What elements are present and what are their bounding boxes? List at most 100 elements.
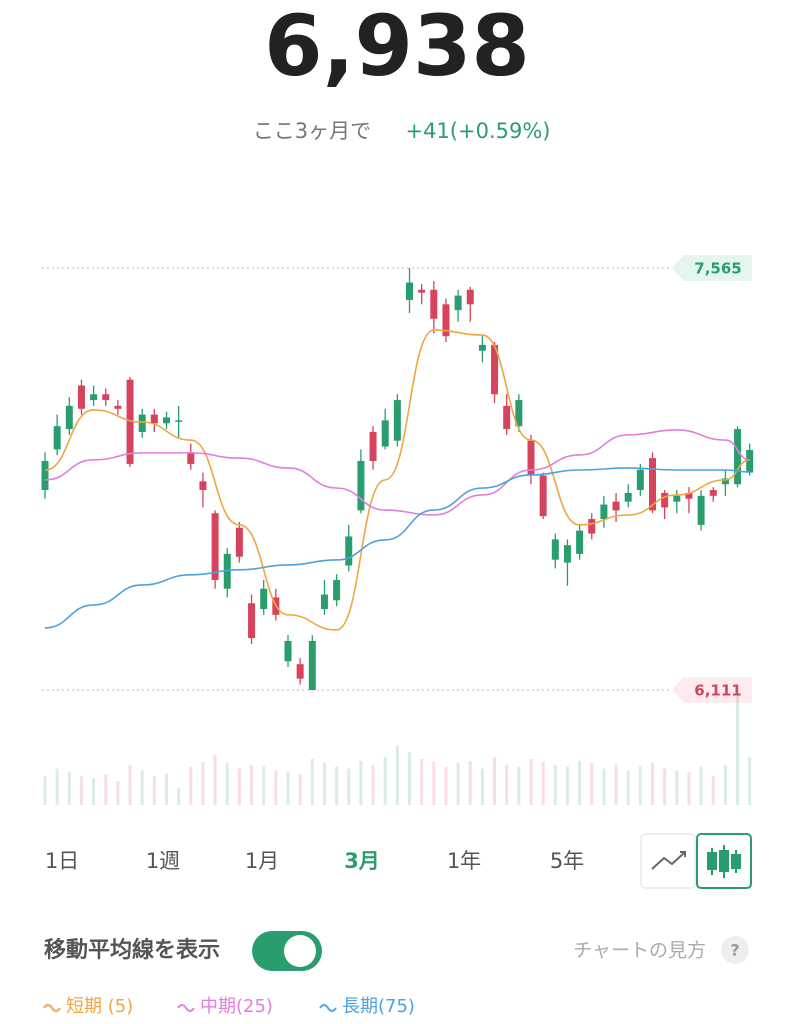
- volume-bar: [298, 774, 302, 805]
- volume-bar: [748, 757, 752, 805]
- legend: 短期 (5) 中期(25) 長期(75): [43, 996, 415, 1017]
- volume-bar: [444, 766, 448, 805]
- candle-body: [551, 539, 559, 560]
- volume-bar: [565, 766, 569, 805]
- candle-body: [296, 664, 304, 679]
- volume-bar: [468, 760, 472, 805]
- volume-bar: [456, 762, 460, 805]
- volume-bar: [711, 776, 715, 805]
- help-icon-bg[interactable]: [721, 936, 749, 964]
- volume-bar: [55, 768, 59, 805]
- help-icon: ?: [730, 941, 739, 960]
- candle-body: [248, 603, 256, 639]
- candle-body: [491, 344, 499, 395]
- candle-body: [102, 394, 110, 401]
- candle-body: [697, 495, 705, 525]
- volume-bar: [383, 757, 387, 805]
- candle-body: [661, 492, 669, 508]
- candle-body: [90, 394, 98, 401]
- volume-bar: [347, 768, 351, 805]
- volume-bar: [590, 762, 594, 805]
- candle-body: [320, 594, 328, 610]
- volume-bar: [310, 759, 314, 805]
- volume-bar: [335, 766, 339, 805]
- price-label: 7,565: [694, 260, 741, 278]
- candle-body: [563, 545, 571, 563]
- toggle-knob: [284, 935, 316, 967]
- volume-bar: [529, 759, 533, 805]
- help-label[interactable]: チャートの見方: [573, 940, 706, 962]
- candle-body: [65, 405, 73, 430]
- volume-bar: [505, 764, 509, 805]
- volume-bar: [493, 757, 497, 805]
- volume-bar: [578, 760, 582, 805]
- legend-label: 中期(25): [200, 996, 273, 1017]
- volume-bar: [359, 760, 363, 805]
- legend-label: 短期 (5): [66, 996, 133, 1017]
- candle-body: [721, 478, 729, 485]
- volume-bar: [638, 766, 642, 805]
- moving-average: [44, 429, 750, 516]
- line-icon: [651, 851, 686, 870]
- volume-bar: [614, 764, 618, 805]
- change: +41(+0.59%): [405, 119, 550, 143]
- candle-body: [187, 452, 195, 464]
- volume-bar: [541, 761, 545, 805]
- candle-body: [163, 417, 170, 424]
- volume-bar: [250, 764, 254, 805]
- volume-bar: [553, 764, 557, 805]
- candle-body: [527, 440, 535, 476]
- candle-body: [636, 469, 644, 491]
- volume-bar: [67, 771, 71, 805]
- candle-body: [503, 405, 511, 430]
- candle-body: [576, 530, 584, 554]
- volume-bar: [116, 781, 120, 805]
- candle-body: [612, 501, 620, 511]
- period-tab[interactable]: 1月: [245, 849, 279, 873]
- volume-bar: [213, 755, 217, 805]
- volume-bar: [274, 770, 278, 805]
- period-tab[interactable]: 1週: [146, 849, 180, 873]
- period-tab[interactable]: 1日: [45, 849, 79, 873]
- candle-body: [357, 461, 365, 511]
- candle-body: [442, 304, 450, 337]
- candle-body: [709, 490, 717, 496]
- volume-bar: [286, 771, 290, 805]
- candle-body: [624, 492, 632, 502]
- candle-body: [211, 513, 219, 581]
- candle-body: [41, 461, 49, 491]
- candle-body: [175, 420, 183, 422]
- toggle[interactable]: [252, 931, 322, 971]
- period-tab[interactable]: 1年: [447, 849, 481, 873]
- period-label: ここ3ヶ月で: [253, 119, 371, 143]
- volume-bar: [699, 766, 703, 805]
- candle-body: [588, 519, 596, 534]
- volume-bar: [420, 759, 424, 805]
- volume-bar: [651, 762, 654, 805]
- legend-label: 長期(75): [342, 996, 415, 1017]
- candle-body: [53, 426, 61, 450]
- moving-average: [44, 467, 750, 629]
- volume-bar: [177, 787, 181, 805]
- volume-bar: [92, 778, 96, 805]
- candle-body: [515, 400, 523, 427]
- candle-body: [478, 344, 486, 351]
- candle-body: [406, 282, 413, 300]
- legend-icon: [319, 1004, 337, 1012]
- volume-bar: [43, 776, 47, 805]
- period-tab[interactable]: 5年: [550, 849, 584, 873]
- tabs: 1日 1週 1月 3月 1年 5年: [45, 849, 584, 873]
- volume-bar: [140, 770, 144, 805]
- volume-bar: [189, 766, 193, 805]
- candle-body: [260, 588, 268, 610]
- candle-body: [381, 420, 389, 447]
- period-tab[interactable]: 3月: [344, 849, 380, 873]
- toggle-label: 移動平均線を表示: [44, 937, 220, 963]
- volume-bar: [152, 776, 156, 805]
- candle-body: [308, 640, 316, 690]
- candle-body: [199, 481, 207, 491]
- candle-body: [430, 289, 438, 319]
- volume-bar: [723, 764, 727, 805]
- volume-bar: [79, 776, 83, 805]
